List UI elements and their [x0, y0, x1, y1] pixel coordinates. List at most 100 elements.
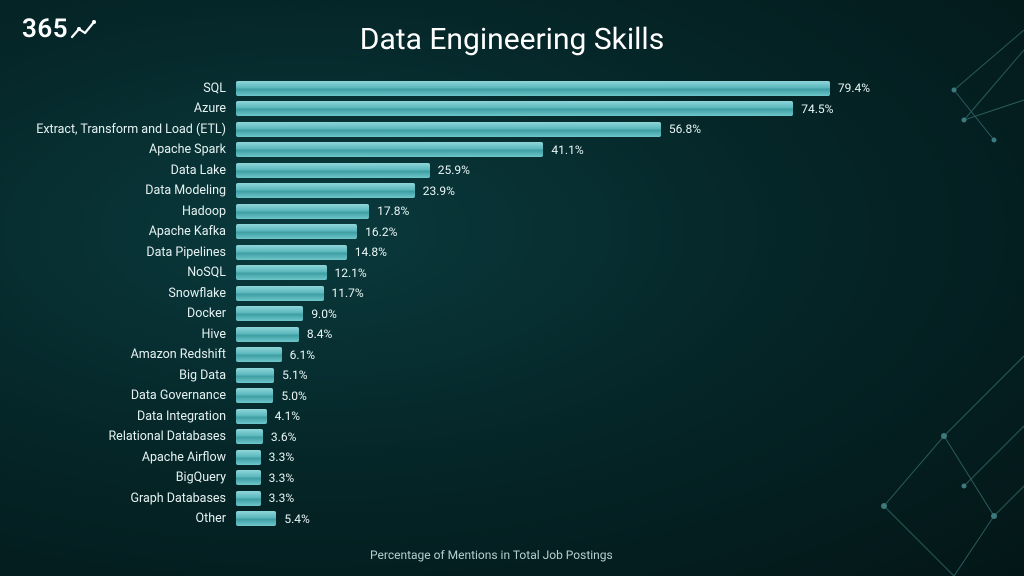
bar-value: 5.0%	[281, 389, 306, 403]
bar-value: 3.3%	[269, 450, 294, 464]
x-axis-label: Percentage of Mentions in Total Job Post…	[370, 548, 613, 562]
bar-fill	[236, 101, 793, 116]
bar-fill	[236, 224, 357, 239]
bar-fill	[236, 450, 261, 465]
bar-value: 11.7%	[332, 286, 364, 300]
bar-track: 41.1%	[236, 142, 984, 157]
bar-label: BigQuery	[20, 470, 236, 485]
bar-label: Data Pipelines	[20, 245, 236, 260]
bar-fill	[236, 265, 327, 280]
chart-row: Apache Kafka 16.2%	[20, 222, 984, 243]
bar-label: Amazon Redshift	[20, 347, 236, 362]
bar-track: 74.5%	[236, 101, 984, 116]
bar-label: Hadoop	[20, 204, 236, 219]
bar-fill	[236, 368, 274, 383]
chart-row: Apache Spark 41.1%	[20, 140, 984, 161]
chart-row: Snowflake 11.7%	[20, 283, 984, 304]
bar-value: 41.1%	[551, 143, 583, 157]
chart-row: Data Modeling 23.9%	[20, 181, 984, 202]
chart-row: Other 5.4%	[20, 509, 984, 530]
bar-track: 23.9%	[236, 183, 984, 198]
bar-value: 5.4%	[284, 512, 309, 526]
chart-row: BigQuery 3.3%	[20, 468, 984, 489]
bar-fill	[236, 163, 430, 178]
bar-fill	[236, 327, 299, 342]
bar-value: 3.3%	[269, 491, 294, 505]
logo-mark-icon	[70, 18, 98, 40]
chart-row: Hadoop17.8%	[20, 201, 984, 222]
chart-row: Docker 9.0%	[20, 304, 984, 325]
bar-track: 5.1%	[236, 368, 984, 383]
bar-track: 3.3%	[236, 470, 984, 485]
bar-label: NoSQL	[20, 265, 236, 280]
bar-fill	[236, 511, 276, 526]
bar-track: 3.3%	[236, 491, 984, 506]
bar-label: Apache Kafka	[20, 224, 236, 239]
bar-fill	[236, 204, 369, 219]
bar-value: 23.9%	[423, 184, 455, 198]
bar-value: 3.3%	[269, 471, 294, 485]
bar-value: 79.4%	[838, 81, 870, 95]
bar-fill	[236, 409, 267, 424]
bar-label: Apache Airflow	[20, 450, 236, 465]
bar-value: 6.1%	[290, 348, 315, 362]
chart-title: Data Engineering Skills	[360, 22, 664, 57]
chart-row: Extract, Transform and Load (ETL)56.8%	[20, 119, 984, 140]
bar-label: Graph Databases	[20, 491, 236, 506]
bar-track: 8.4%	[236, 327, 984, 342]
bar-track: 56.8%	[236, 122, 984, 137]
bar-value: 4.1%	[275, 409, 300, 423]
bar-value: 14.8%	[355, 245, 387, 259]
bar-track: 3.3%	[236, 450, 984, 465]
bar-fill	[236, 491, 261, 506]
bar-track: 6.1%	[236, 347, 984, 362]
bar-value: 12.1%	[335, 266, 367, 280]
bar-fill	[236, 429, 263, 444]
bar-label: Relational Databases	[20, 429, 236, 444]
bar-fill	[236, 388, 273, 403]
bar-track: 11.7%	[236, 286, 984, 301]
logo-text: 365	[22, 14, 68, 44]
bar-fill	[236, 81, 830, 96]
chart-row: Amazon Redshift 6.1%	[20, 345, 984, 366]
bar-track: 79.4%	[236, 81, 984, 96]
chart-row: Data Lake 25.9%	[20, 160, 984, 181]
bar-track: 4.1%	[236, 409, 984, 424]
bar-label: Snowflake	[20, 286, 236, 301]
bar-label: Extract, Transform and Load (ETL)	[20, 122, 236, 137]
bar-track: 5.4%	[236, 511, 984, 526]
bar-fill	[236, 306, 303, 321]
bar-label: Azure	[20, 101, 236, 116]
bar-track: 25.9%	[236, 163, 984, 178]
bar-track: 16.2%	[236, 224, 984, 239]
bar-label: Apache Spark	[20, 142, 236, 157]
bar-value: 5.1%	[282, 368, 307, 382]
chart-row: Graph Databases 3.3%	[20, 488, 984, 509]
bar-label: Docker	[20, 306, 236, 321]
bar-fill	[236, 142, 543, 157]
bar-label: Data Integration	[20, 409, 236, 424]
bar-fill	[236, 245, 347, 260]
chart-row: Data Pipelines 14.8%	[20, 242, 984, 263]
bar-value: 16.2%	[365, 225, 397, 239]
chart-row: Hive8.4%	[20, 324, 984, 345]
chart-row: Apache Airflow 3.3%	[20, 447, 984, 468]
bar-value: 74.5%	[801, 102, 833, 116]
bar-track: 17.8%	[236, 204, 984, 219]
chart-row: SQL79.4%	[20, 78, 984, 99]
bar-label: Big Data	[20, 368, 236, 383]
chart-row: Data Governance5.0%	[20, 386, 984, 407]
bar-value: 25.9%	[438, 163, 470, 177]
chart-row: Data Integration 4.1%	[20, 406, 984, 427]
bar-label: Other	[20, 511, 236, 526]
bar-track: 3.6%	[236, 429, 984, 444]
chart-row: NoSQL 12.1%	[20, 263, 984, 284]
chart-row: Relational Databases3.6%	[20, 427, 984, 448]
bar-fill	[236, 470, 261, 485]
bar-fill	[236, 183, 415, 198]
bar-track: 9.0%	[236, 306, 984, 321]
skills-bar-chart: SQL79.4% Azure 74.5% Extract, Transform and…	[20, 78, 984, 529]
bar-label: Data Modeling	[20, 183, 236, 198]
bar-value: 9.0%	[311, 307, 336, 321]
bar-label: Data Lake	[20, 163, 236, 178]
